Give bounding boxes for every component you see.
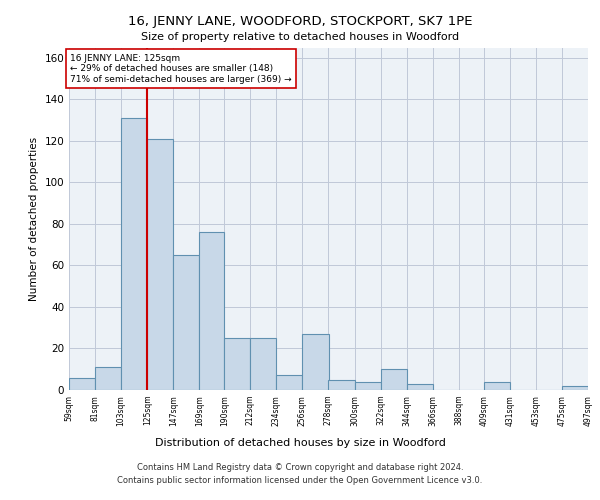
Text: Contains public sector information licensed under the Open Government Licence v3: Contains public sector information licen…: [118, 476, 482, 485]
Bar: [147, 139, 173, 390]
Bar: [224, 338, 250, 390]
Bar: [69, 378, 95, 390]
Y-axis label: Number of detached properties: Number of detached properties: [29, 136, 39, 301]
Text: Size of property relative to detached houses in Woodford: Size of property relative to detached ho…: [141, 32, 459, 42]
Text: 16 JENNY LANE: 125sqm
← 29% of detached houses are smaller (148)
71% of semi-det: 16 JENNY LANE: 125sqm ← 29% of detached …: [70, 54, 292, 84]
Bar: [562, 386, 588, 390]
Bar: [277, 376, 302, 390]
Bar: [121, 118, 147, 390]
Bar: [329, 380, 355, 390]
Bar: [407, 384, 433, 390]
Bar: [173, 255, 199, 390]
Bar: [199, 232, 224, 390]
Text: 16, JENNY LANE, WOODFORD, STOCKPORT, SK7 1PE: 16, JENNY LANE, WOODFORD, STOCKPORT, SK7…: [128, 15, 472, 28]
Bar: [355, 382, 380, 390]
Bar: [95, 367, 121, 390]
Text: Contains HM Land Registry data © Crown copyright and database right 2024.: Contains HM Land Registry data © Crown c…: [137, 464, 463, 472]
Text: Distribution of detached houses by size in Woodford: Distribution of detached houses by size …: [155, 438, 445, 448]
Bar: [380, 369, 407, 390]
Bar: [250, 338, 277, 390]
Bar: [484, 382, 510, 390]
Bar: [302, 334, 329, 390]
